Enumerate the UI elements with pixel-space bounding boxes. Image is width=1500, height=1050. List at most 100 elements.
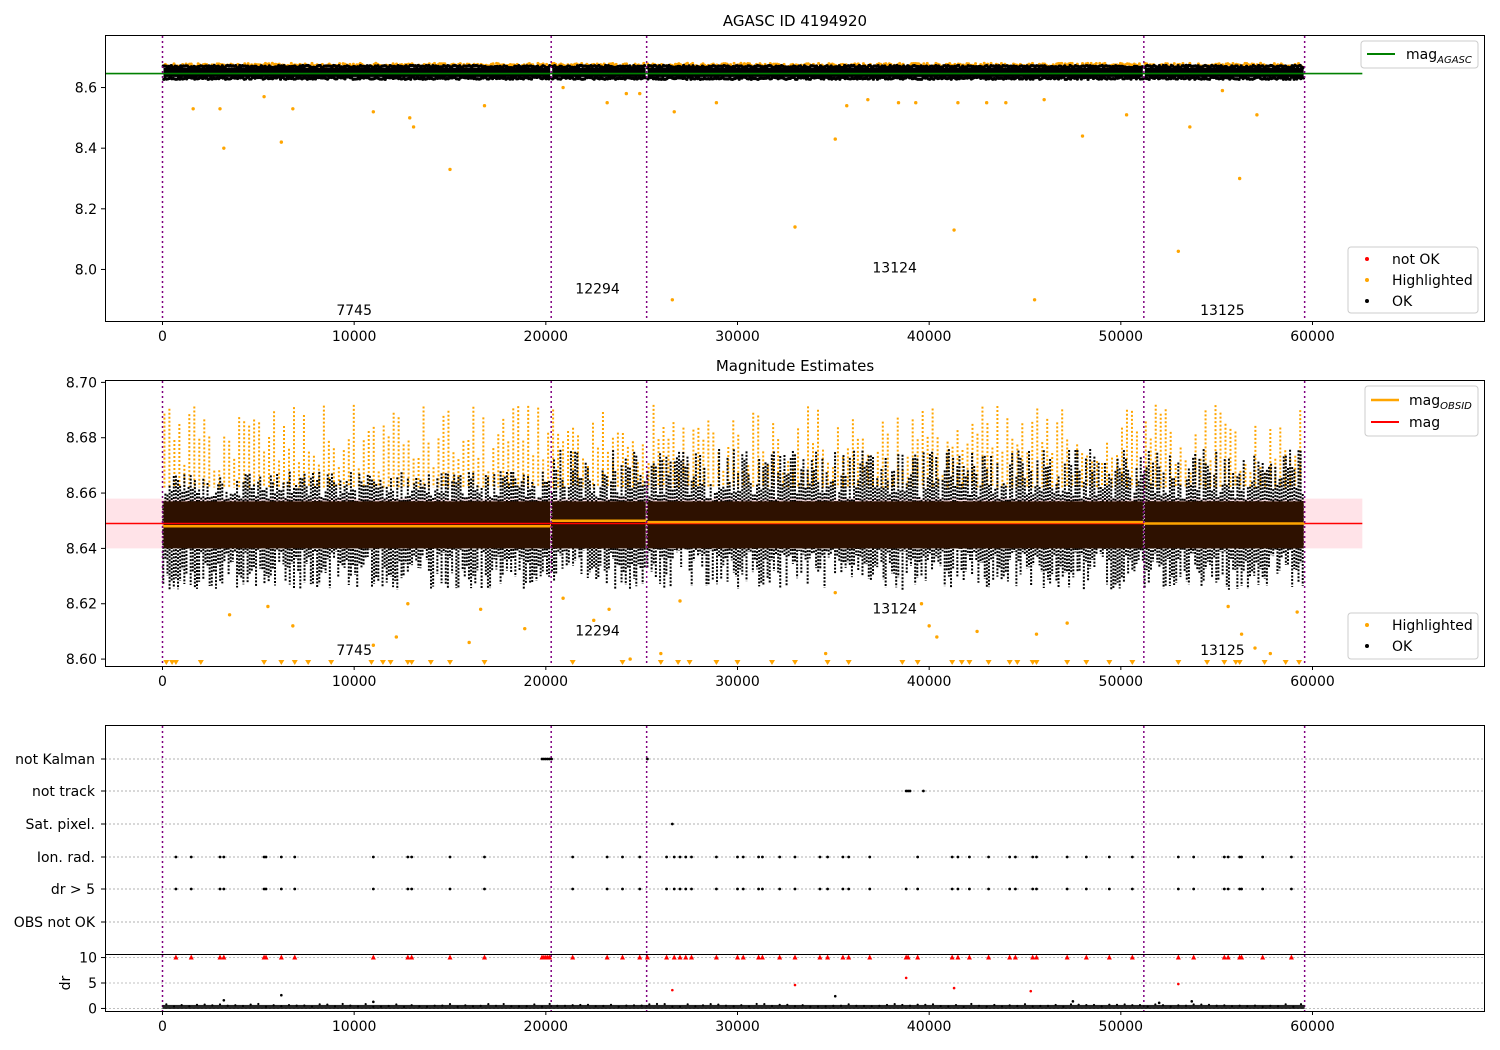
dr-point [349,1004,352,1007]
y-tick-label: 8.68 [66,431,97,447]
below-range-marker [1261,660,1268,665]
dr-capped-marker [292,954,298,960]
dr-point [211,1004,214,1007]
dr-point-not-ok [1029,989,1033,993]
dr-capped-marker [217,954,223,960]
flag-event [605,887,609,891]
dr-point [1284,1003,1287,1006]
flag-event [638,855,642,859]
ok-point [409,77,413,81]
legend-2-ok: OK [1392,639,1413,655]
dr-point [747,1005,751,1008]
ok-point [848,66,852,70]
ok-point-band [552,501,646,549]
dr-point [272,1004,275,1007]
dr-point [985,1005,988,1008]
highlighted-outlier [408,116,412,120]
dr-capped-marker [966,954,972,960]
panel-dr: 0 5 10 0 10000 20000 30000 40000 50000 60000 dr [58,951,1485,1035]
flag-event [1261,887,1265,891]
flag-event [1031,887,1035,891]
flag-event [1261,855,1265,859]
below-range-marker [261,660,268,665]
dr-capped-marker [188,954,194,960]
panel-1-title: AGASC ID 4194920 [723,12,867,30]
highlighted-point [1034,632,1039,636]
flag-event [1192,887,1196,891]
y-tick-label: 0 [88,1001,97,1017]
dr-point [525,1005,528,1008]
highlighted-outlier [1124,113,1129,117]
highlighted-point [1295,610,1299,614]
highlighted-outlier [833,137,837,141]
dr-point [924,1003,927,1006]
flag-event [264,855,268,859]
flag-event [1226,887,1230,891]
dr-point [533,1003,536,1006]
flag-event [950,855,954,859]
flag-event [1130,887,1134,891]
dr-point [1161,1004,1165,1007]
flag-event [956,887,960,891]
flag-event [672,887,676,891]
flag-event [868,855,872,859]
panel-3-category-labels: not Kalman not track Sat. pixel. Ion. rad. d… [14,752,105,931]
below-range-marker [387,660,394,665]
dr-capped-marker [409,954,415,960]
below-range-marker [368,660,375,665]
dr-point [793,1005,797,1008]
dr-point [701,1004,705,1007]
highlighted-outlier [371,110,376,114]
below-range-marker [899,660,906,665]
flag-event [1238,887,1242,891]
panel-2-x-ticks: 0 10000 20000 30000 40000 50000 60000 [158,666,1335,690]
highlighted-point [823,651,828,656]
highlighted-outlier [1032,298,1037,302]
flag-event [906,789,910,793]
dr-point [1154,1003,1157,1006]
dr-point [1054,1003,1057,1007]
y-tick-label: 8.64 [66,541,97,557]
panel-2-obsid-labels: 7745 12294 13124 13125 [336,601,1244,659]
dr-point [1039,1004,1042,1008]
below-range-marker [1232,660,1239,665]
dr-point [571,1004,574,1007]
dr-capped-marker [1030,954,1036,960]
dr-point [165,1003,168,1006]
category-label: not track [32,784,96,800]
highlighted-point [1217,62,1221,66]
flag-event [818,887,822,891]
flag-event [218,855,222,859]
highlighted-point [1070,61,1074,65]
dr-point [1292,1005,1295,1008]
dr-point [908,1004,912,1007]
obsid-label: 7745 [336,643,372,659]
panel-4-plot-area [105,954,1485,1011]
dr-point-not-ok [671,988,674,992]
flag-event [410,855,414,859]
flag-event [1008,887,1012,891]
panel-flags: not Kalman not track Sat. pixel. Ion. rad. d… [14,726,1485,954]
below-range-marker [1064,660,1071,665]
flag-event [1238,855,1242,859]
x-tick-label: 50000 [1099,1019,1144,1035]
dr-point [770,1004,774,1008]
dr-point [471,1005,475,1008]
highlighted-point [1137,62,1141,66]
dr-point [732,1005,735,1008]
flag-event [264,887,268,891]
highlighted-outlier [672,110,676,114]
highlighted-point [310,61,314,65]
highlighted-point [394,635,399,639]
highlighted-point [1172,62,1176,66]
dr-point [763,1002,766,1006]
highlighted-point [607,607,611,611]
below-range-marker [1083,660,1090,665]
dr-point [901,1003,904,1007]
flag-event [818,855,822,859]
dr-point [226,1004,229,1007]
dr-point [1192,1003,1195,1006]
dr-capped-marker [221,954,227,960]
highlighted-outlier [1004,101,1008,105]
highlighted-point [561,596,565,600]
